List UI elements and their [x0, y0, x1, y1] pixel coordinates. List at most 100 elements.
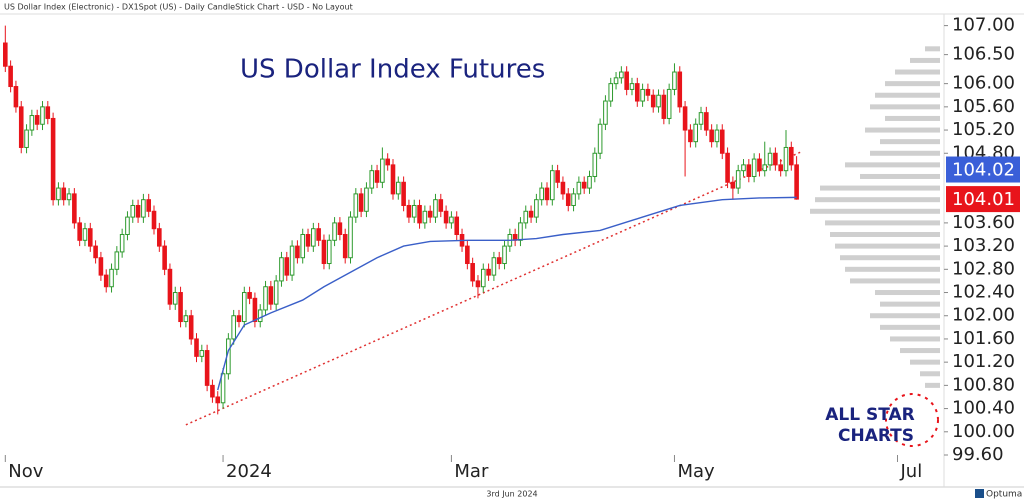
- candle-body: [87, 228, 93, 247]
- candle-body: [146, 199, 152, 212]
- candle-body: [215, 396, 221, 404]
- candle-body: [480, 268, 486, 288]
- candle-body: [183, 315, 189, 323]
- candle-body: [773, 152, 778, 166]
- candle-body: [326, 239, 332, 265]
- candle-body: [380, 158, 385, 183]
- candle-body: [555, 170, 560, 183]
- footer-brand: Optuma: [986, 490, 1022, 500]
- candle-body: [550, 170, 555, 201]
- y-tick-label: 102.40: [952, 282, 1015, 303]
- y-tick-label: 100.00: [952, 421, 1015, 442]
- candle-body: [597, 123, 603, 154]
- volume-profile-bar: [865, 127, 940, 133]
- candle-body: [316, 228, 321, 241]
- logo: ALL STAR CHARTS: [825, 393, 939, 447]
- candle-body: [332, 222, 337, 241]
- candle-body: [45, 106, 51, 119]
- candle-body: [443, 210, 449, 224]
- candle-body: [300, 234, 306, 259]
- volume-profile-bar: [875, 92, 940, 98]
- candle-body: [725, 152, 730, 183]
- candle-body: [656, 94, 661, 108]
- candle-body: [390, 164, 396, 195]
- candle-body: [560, 181, 566, 195]
- volume-profile-bar: [850, 278, 940, 284]
- volume-profile-bar: [870, 150, 940, 156]
- candle-body: [114, 251, 120, 270]
- candle-body: [576, 181, 582, 195]
- volume-profile-bar: [885, 81, 940, 87]
- candle-body: [640, 88, 645, 102]
- logo-line2: CHARTS: [838, 426, 914, 446]
- moving-average: [217, 196, 797, 391]
- candle-body: [465, 245, 470, 265]
- candle-body: [348, 216, 353, 259]
- candle-body: [719, 129, 725, 154]
- candle-body: [704, 112, 709, 131]
- x-tick-label: 2024: [226, 461, 272, 482]
- candle-body: [783, 146, 789, 172]
- logo-ring: [885, 393, 939, 447]
- candle-body: [220, 373, 226, 404]
- candle-body: [289, 245, 295, 276]
- candle-body: [571, 193, 576, 206]
- volume-profile-bar: [830, 232, 940, 237]
- volume-profile-bar: [890, 336, 940, 342]
- candle-body: [417, 204, 422, 224]
- candle-body: [13, 86, 19, 108]
- candle-body: [82, 228, 88, 241]
- candle-body: [109, 268, 114, 288]
- candle-body: [50, 117, 56, 201]
- candle-body: [141, 199, 146, 218]
- volume-profile-bar: [910, 359, 940, 365]
- candle-body: [475, 280, 481, 288]
- candle-body: [714, 129, 720, 143]
- volume-profile-bar: [895, 69, 940, 75]
- volume-profile-bar: [815, 197, 940, 203]
- candle-body: [427, 210, 433, 218]
- volume-profile-bar: [925, 46, 940, 52]
- candle-body: [8, 65, 13, 88]
- candle-body: [693, 123, 699, 143]
- candle-body: [778, 164, 783, 172]
- candle-body: [534, 199, 539, 218]
- candle-body: [677, 71, 683, 108]
- volume-profile-bar: [825, 220, 940, 226]
- candle-body: [135, 204, 141, 218]
- candle-body: [518, 222, 523, 241]
- footer-date: 3rd Jun 2024: [486, 490, 537, 499]
- candle-body: [151, 210, 157, 230]
- candle-body: [321, 239, 327, 265]
- candle-body: [470, 263, 475, 282]
- candle-body: [305, 234, 311, 247]
- candle-body: [284, 257, 290, 276]
- volume-profile-bar: [920, 371, 940, 377]
- candle-body: [788, 146, 794, 166]
- candle-body: [56, 187, 61, 201]
- volume-profile-bar: [845, 266, 940, 272]
- volume-profile-bar: [845, 162, 940, 168]
- candle-body: [172, 292, 178, 305]
- candle-body: [650, 94, 656, 108]
- volume-profile-bar: [840, 255, 940, 261]
- candle-body: [72, 193, 77, 224]
- candle-body: [34, 115, 40, 125]
- candle-body: [682, 106, 688, 131]
- candle-body: [491, 257, 497, 276]
- y-tick-label: 102.80: [952, 258, 1015, 279]
- candle-body: [93, 245, 98, 259]
- candle-body: [119, 234, 125, 253]
- candle-body: [358, 193, 364, 212]
- y-tick-label: 103.60: [952, 212, 1015, 233]
- y-tick-label: 106.50: [952, 44, 1015, 65]
- candle-body: [751, 158, 757, 177]
- candle-body: [257, 309, 263, 323]
- y-tick-label: 100.80: [952, 374, 1015, 395]
- candle-body: [645, 88, 651, 96]
- candle-body: [634, 83, 640, 102]
- candle-body: [449, 216, 454, 224]
- candle-body: [523, 210, 529, 224]
- candle-body: [231, 315, 236, 340]
- price-tag: [946, 186, 1020, 213]
